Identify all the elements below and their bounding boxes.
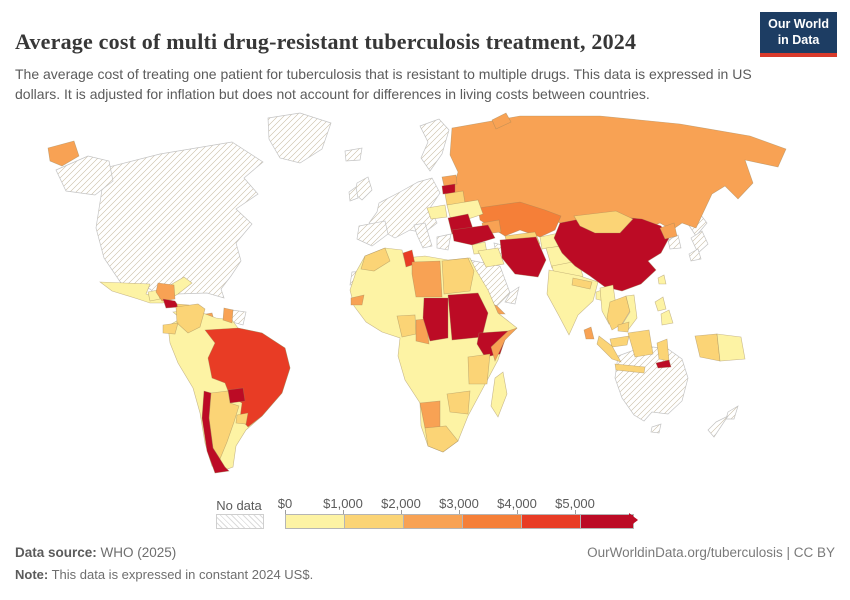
region-tasmania[interactable] xyxy=(650,423,662,434)
data-source-label: Data source: xyxy=(15,545,97,560)
country-libya[interactable] xyxy=(411,260,443,298)
country-timor-leste[interactable] xyxy=(655,359,672,369)
region-zambia-zimbabwe[interactable] xyxy=(446,390,471,415)
data-source-value: WHO (2025) xyxy=(96,545,177,560)
country-somalia[interactable] xyxy=(490,327,518,362)
country-italy[interactable] xyxy=(413,222,433,249)
country-chad[interactable] xyxy=(422,297,449,342)
legend-bin-4[interactable] xyxy=(521,515,580,528)
owid-logo[interactable]: Our World in Data xyxy=(760,12,837,58)
region-java[interactable] xyxy=(614,363,646,374)
legend-tickmark xyxy=(285,510,286,514)
country-alaska[interactable] xyxy=(55,155,114,196)
country-sudan[interactable] xyxy=(447,292,489,341)
country-ecuador[interactable] xyxy=(162,322,179,335)
note-line: Note: This data is expressed in constant… xyxy=(15,567,313,582)
country-turkey[interactable] xyxy=(451,224,496,246)
region-central-europe[interactable] xyxy=(426,204,448,220)
note-label: Note: xyxy=(15,567,49,582)
country-japan-main[interactable] xyxy=(690,230,709,254)
legend-tick-4: $4,000 xyxy=(497,496,537,511)
owid-logo-line1: Our World xyxy=(768,17,829,31)
region-west-papua[interactable] xyxy=(694,333,721,362)
legend-tickmark xyxy=(517,510,518,514)
legend-bin-1[interactable] xyxy=(344,515,403,528)
country-chile[interactable] xyxy=(201,390,230,474)
legend-bin-5[interactable] xyxy=(580,515,633,528)
country-uruguay[interactable] xyxy=(235,412,249,425)
country-oman[interactable] xyxy=(504,286,520,305)
legend-no-data-swatch[interactable] xyxy=(216,514,264,529)
country-china[interactable] xyxy=(553,214,670,292)
legend-tickmark xyxy=(459,510,460,514)
legend-tick-5: $5,000 xyxy=(555,496,595,511)
legend-bin-2[interactable] xyxy=(403,515,462,528)
world-map xyxy=(0,106,850,486)
country-guyana[interactable] xyxy=(222,307,234,324)
country-paraguay[interactable] xyxy=(227,387,246,404)
region-sulawesi[interactable] xyxy=(656,338,670,362)
country-senegal[interactable] xyxy=(350,294,365,306)
country-new-zealand-south[interactable] xyxy=(707,415,730,438)
country-egypt[interactable] xyxy=(441,257,475,295)
country-greenland[interactable] xyxy=(267,112,332,164)
country-new-zealand-north[interactable] xyxy=(725,405,739,420)
legend-tickmark xyxy=(575,510,576,514)
region-chukotka[interactable] xyxy=(47,140,80,167)
legend-tick-2: $2,000 xyxy=(381,496,421,511)
country-ireland[interactable] xyxy=(348,186,359,202)
country-iran[interactable] xyxy=(499,236,547,278)
country-papua-new-guinea[interactable] xyxy=(716,333,746,362)
owid-logo-line2: in Data xyxy=(777,32,820,47)
region-sumatra[interactable] xyxy=(596,335,622,363)
region-baltic-states[interactable] xyxy=(441,174,458,187)
region-novaya-zemlya[interactable] xyxy=(491,112,512,130)
legend-color-bar xyxy=(285,514,634,529)
attribution-link[interactable]: OurWorldinData.org/tuberculosis | CC BY xyxy=(587,545,835,560)
region-kenya-tanzania[interactable] xyxy=(467,353,491,385)
country-united-states-canada[interactable] xyxy=(95,141,264,300)
country-mongolia[interactable] xyxy=(573,210,634,234)
legend-tickmark xyxy=(401,510,402,514)
country-nepal[interactable] xyxy=(571,277,593,290)
country-north-korea[interactable] xyxy=(659,222,678,240)
region-borneo[interactable] xyxy=(627,329,654,358)
country-south-africa[interactable] xyxy=(424,425,459,453)
country-philippines-north[interactable] xyxy=(654,296,667,312)
legend-arrow xyxy=(629,513,638,527)
note-value: This data is expressed in constant 2024 … xyxy=(48,567,314,582)
country-philippines-south[interactable] xyxy=(660,309,674,326)
legend-tick-1: $1,000 xyxy=(323,496,363,511)
legend-tickmark xyxy=(343,510,344,514)
country-greece[interactable] xyxy=(436,233,452,251)
map-legend: No data $0 $1,000 $2,000 $3,000 $4,000 $… xyxy=(0,494,850,534)
country-japan-south[interactable] xyxy=(688,248,702,262)
country-cambodia[interactable] xyxy=(617,321,630,333)
country-sri-lanka[interactable] xyxy=(583,326,595,340)
legend-tick-3: $3,000 xyxy=(439,496,479,511)
data-source-line: Data source: WHO (2025) xyxy=(15,545,176,560)
legend-bin-3[interactable] xyxy=(462,515,521,528)
country-iraq[interactable] xyxy=(477,247,505,268)
choropleth-svg xyxy=(47,112,787,474)
region-iberia[interactable] xyxy=(356,220,389,247)
legend-bin-0[interactable] xyxy=(286,515,344,528)
chart-subtitle: The average cost of treating one patient… xyxy=(15,66,752,103)
country-australia[interactable] xyxy=(614,345,689,422)
country-iceland[interactable] xyxy=(344,147,363,162)
page-title: Average cost of multi drug-resistant tub… xyxy=(15,28,637,54)
country-taiwan[interactable] xyxy=(657,274,667,285)
country-malaysia[interactable] xyxy=(609,335,630,348)
country-madagascar[interactable] xyxy=(490,371,508,418)
country-morocco[interactable] xyxy=(360,247,391,272)
legend-tick-0: $0 xyxy=(277,496,293,511)
country-ukraine[interactable] xyxy=(446,199,484,222)
legend-no-data-label: No data xyxy=(216,498,262,513)
region-scandinavia[interactable] xyxy=(419,118,450,172)
